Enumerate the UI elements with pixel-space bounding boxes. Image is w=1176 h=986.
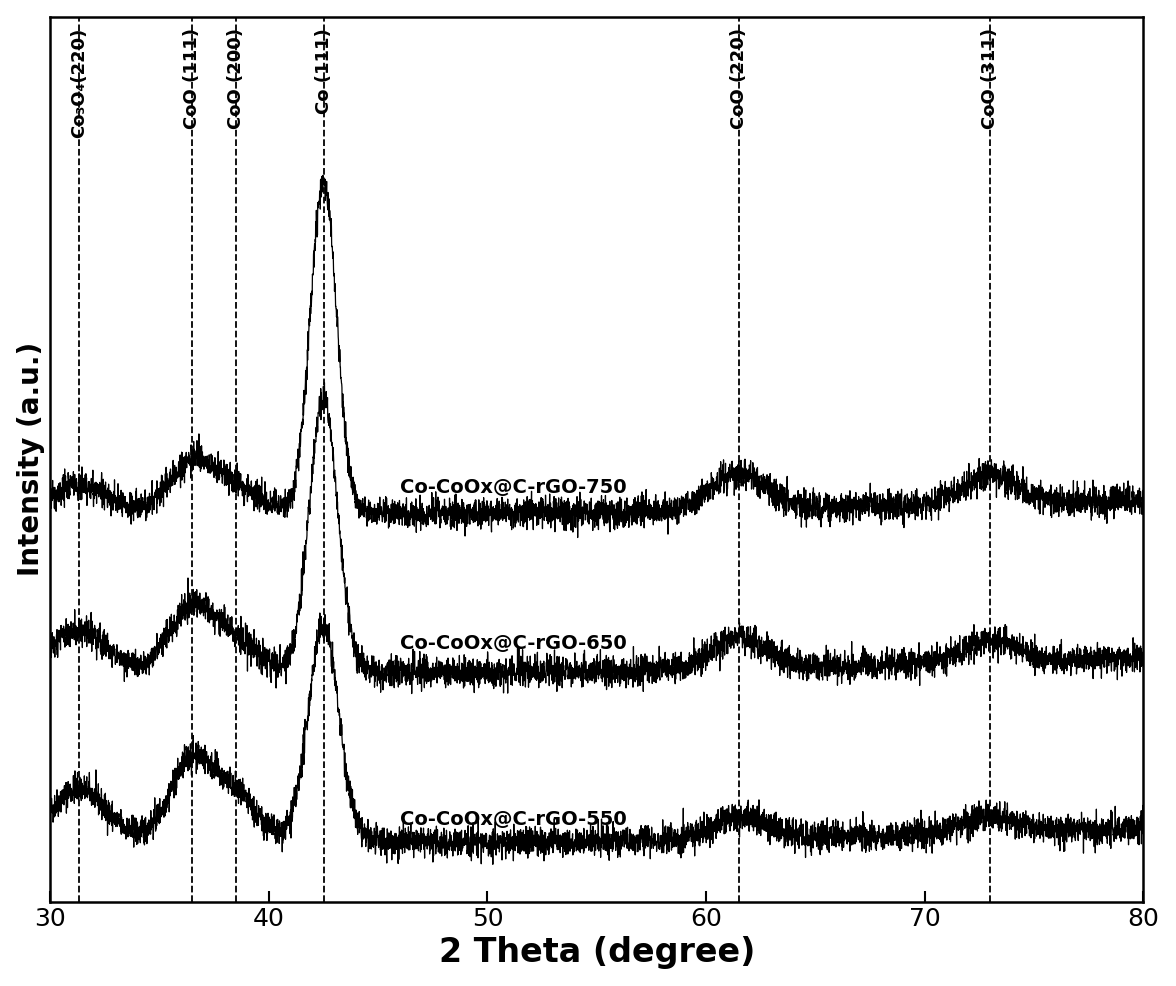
Text: Co-CoOx@C-rGO-650: Co-CoOx@C-rGO-650 bbox=[400, 634, 627, 653]
Text: CoO (200): CoO (200) bbox=[227, 28, 245, 129]
Text: Co-CoOx@C-rGO-750: Co-CoOx@C-rGO-750 bbox=[400, 478, 627, 497]
Text: Co₃O₄(220): Co₃O₄(220) bbox=[69, 28, 88, 138]
Text: CoO (111): CoO (111) bbox=[183, 28, 201, 129]
Text: Co-CoOx@C-rGO-550: Co-CoOx@C-rGO-550 bbox=[400, 810, 627, 829]
Text: CoO (311): CoO (311) bbox=[981, 28, 1000, 129]
Text: CoO (220): CoO (220) bbox=[730, 28, 748, 129]
Y-axis label: Intensity (a.u.): Intensity (a.u.) bbox=[16, 342, 45, 577]
X-axis label: 2 Theta (degree): 2 Theta (degree) bbox=[439, 937, 755, 969]
Text: Co (111): Co (111) bbox=[314, 28, 333, 113]
